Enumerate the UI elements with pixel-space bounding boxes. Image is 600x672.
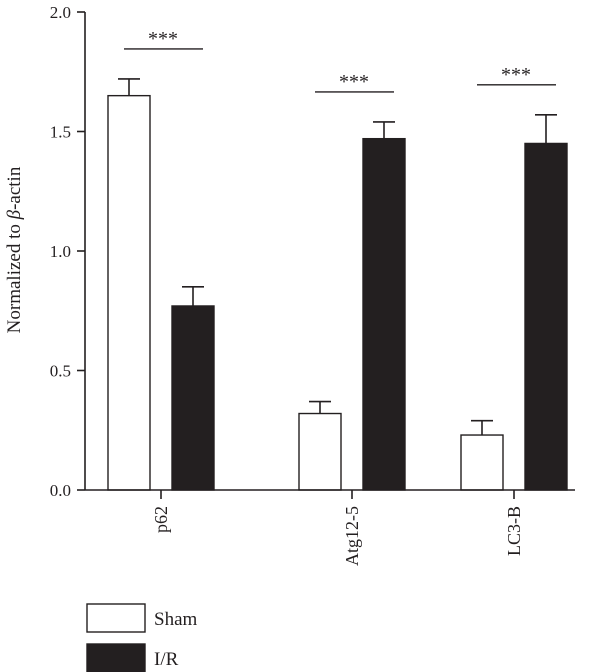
y-tick-label: 2.0 — [50, 3, 71, 22]
bar-sham-atg125 — [298, 412, 342, 491]
bar-ir-p62 — [171, 305, 215, 491]
significance-markers: *** *** *** — [124, 28, 556, 93]
bar-ir-atg125 — [362, 137, 406, 491]
y-tick-label: 1.5 — [50, 123, 71, 142]
category-label: LC3-B — [504, 506, 524, 556]
category-label: p62 — [151, 506, 171, 533]
y-axis-ticks: 0.0 0.5 1.0 1.5 2.0 — [50, 3, 85, 500]
legend: Sham I/R — [86, 603, 198, 672]
x-axis-labels: p62 Atg12-5 LC3-B — [151, 506, 524, 566]
bar-sham-p62 — [107, 94, 151, 491]
legend-label: Sham — [154, 609, 198, 630]
bar-sham-lc3b — [460, 434, 504, 491]
significance-label: *** — [148, 28, 178, 50]
legend-label: I/R — [154, 649, 179, 670]
significance-label: *** — [339, 71, 369, 93]
y-tick-label: 0.0 — [50, 481, 71, 500]
x-axis-ticks — [160, 490, 515, 499]
error-bars — [118, 78, 557, 436]
legend-swatch — [86, 643, 146, 672]
y-tick-label: 0.5 — [50, 362, 71, 381]
category-label: Atg12-5 — [342, 506, 362, 566]
y-axis-label: Normalized to β-actin — [4, 166, 25, 333]
bar-ir-lc3b — [524, 142, 568, 491]
legend-swatch — [86, 603, 146, 633]
y-tick-label: 1.0 — [50, 242, 71, 261]
bars — [107, 94, 568, 491]
y-axis-label-symbol: β — [4, 209, 25, 220]
y-axis-label-suffix: -actin — [4, 166, 25, 210]
y-axis-label-prefix: Normalized to — [4, 219, 25, 333]
significance-label: *** — [501, 64, 531, 86]
